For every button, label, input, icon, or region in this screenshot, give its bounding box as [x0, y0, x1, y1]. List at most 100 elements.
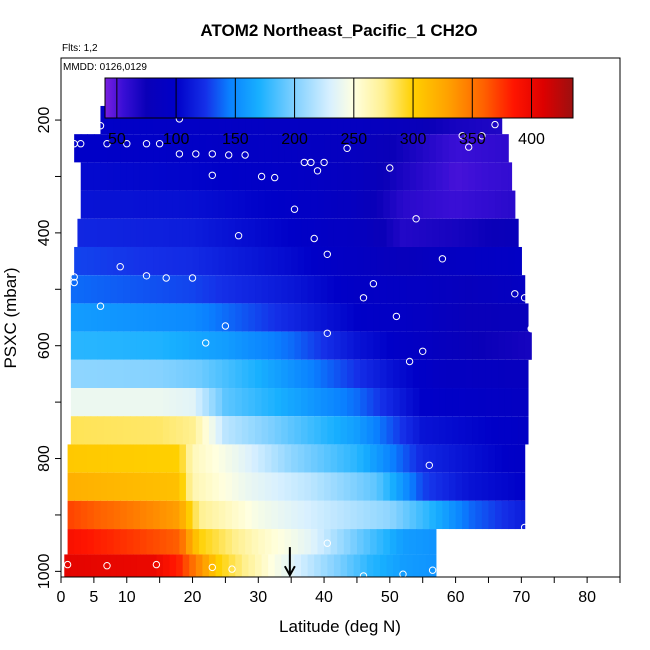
- heatmap-cell: [278, 444, 286, 473]
- heatmap-cell: [231, 246, 240, 276]
- heatmap-cell: [258, 162, 266, 191]
- heatmap-cell: [169, 275, 177, 304]
- heatmap-cell: [333, 416, 342, 445]
- x-axis-label: Latitude (deg N): [279, 617, 401, 636]
- plot-frame: [60, 57, 621, 578]
- heatmap-cell: [120, 500, 128, 530]
- flight-track-point: [290, 205, 299, 213]
- heatmap-cell: [412, 275, 421, 304]
- heatmap-cell: [238, 472, 246, 501]
- heatmap-cell: [366, 554, 374, 577]
- heatmap-cell: [327, 303, 335, 332]
- flight-track-points: [63, 106, 535, 580]
- heatmap-cell: [396, 500, 404, 530]
- heatmap-cell: [389, 134, 397, 163]
- heatmap-cell: [373, 388, 381, 417]
- flight-track-point: [103, 562, 111, 570]
- flight-track-point: [478, 132, 486, 140]
- heatmap-cell: [317, 500, 325, 530]
- heatmap-cell: [169, 388, 177, 417]
- heatmap-cell: [185, 444, 194, 473]
- heatmap-cell: [199, 472, 207, 501]
- heatmap-cell: [248, 388, 256, 417]
- heatmap-cell: [136, 303, 144, 332]
- heatmap-cell: [356, 134, 365, 163]
- heatmap-cell: [261, 554, 269, 577]
- flight-track-point: [152, 560, 161, 569]
- heatmap-cell: [80, 246, 88, 276]
- heatmap-cell: [439, 275, 447, 304]
- heatmap-cell: [343, 105, 351, 135]
- heatmap-cell: [169, 554, 177, 577]
- heatmap-cell: [508, 472, 516, 501]
- heatmap-cell: [445, 303, 453, 332]
- heatmap-cell: [301, 416, 309, 445]
- heatmap-cell: [143, 303, 151, 332]
- heatmap-cell: [314, 303, 322, 332]
- heatmap-cell: [347, 303, 355, 332]
- heatmap-cell: [389, 500, 397, 530]
- heatmap-cell: [458, 275, 467, 304]
- heatmap-cell: [189, 416, 197, 445]
- heatmap-cell: [297, 162, 305, 191]
- heatmap-cell: [116, 388, 125, 417]
- heatmap-cell: [330, 162, 338, 191]
- heatmap-cell: [409, 162, 417, 191]
- heatmap-cell: [350, 134, 358, 163]
- heatmap-cell: [172, 190, 180, 219]
- heatmap-cell: [93, 134, 102, 163]
- heatmap-cell: [143, 416, 151, 445]
- heatmap-cell: [284, 162, 292, 191]
- heatmap-cell: [356, 500, 365, 530]
- heatmap-cell: [166, 190, 174, 219]
- heatmap-cell: [363, 162, 371, 191]
- heatmap-cell: [70, 388, 79, 417]
- heatmap-cell: [255, 218, 263, 247]
- heatmap-cell: [100, 500, 108, 530]
- heatmap-cell: [222, 359, 230, 389]
- heatmap-cell: [146, 162, 154, 191]
- heatmap-cell: [136, 416, 144, 445]
- y-tick-label: 1000: [36, 553, 53, 589]
- heatmap-cell: [521, 444, 526, 473]
- heatmap-cell: [182, 218, 190, 247]
- heatmap-cell: [133, 162, 141, 191]
- heatmap-cell: [317, 190, 325, 219]
- flight-track-point: [162, 274, 170, 282]
- heatmap-cell: [212, 246, 220, 276]
- heatmap-cell: [498, 388, 506, 417]
- heatmap-cell: [241, 416, 250, 445]
- heatmap-cell: [488, 246, 496, 276]
- heatmap-cell: [208, 218, 217, 247]
- heatmap-cell: [383, 246, 391, 276]
- heatmap-cell: [281, 388, 289, 417]
- heatmap-cell: [356, 105, 365, 135]
- heatmap-cell: [228, 303, 236, 332]
- flight-track-point: [359, 572, 368, 580]
- heatmap-cell: [139, 500, 148, 530]
- heatmap-cell: [103, 554, 111, 577]
- heatmap-cell: [291, 105, 299, 135]
- heatmap-cell: [77, 359, 85, 389]
- heatmap-cell: [432, 275, 440, 304]
- heatmap-cell: [304, 444, 312, 473]
- heatmap-cell: [271, 246, 279, 276]
- heatmap-cell: [317, 134, 325, 163]
- flight-track-point: [70, 273, 78, 281]
- heatmap-cell: [337, 190, 345, 219]
- heatmap-cell: [297, 472, 305, 501]
- heatmap-cell: [376, 246, 384, 276]
- heatmap-cell: [383, 190, 391, 219]
- heatmap-cell: [251, 162, 259, 191]
- heatmap-cell: [235, 554, 243, 577]
- heatmap-cell: [113, 105, 121, 135]
- heatmap-cell: [97, 554, 105, 577]
- heatmap-cell: [103, 275, 111, 304]
- heatmap-cell: [231, 500, 240, 530]
- heatmap-cell: [189, 275, 197, 304]
- heatmap-cell: [409, 190, 417, 219]
- x-tick-label: 80: [578, 589, 596, 606]
- heatmap-cell: [199, 105, 207, 135]
- heatmap-cell: [376, 162, 384, 191]
- heatmap-cell: [143, 554, 151, 577]
